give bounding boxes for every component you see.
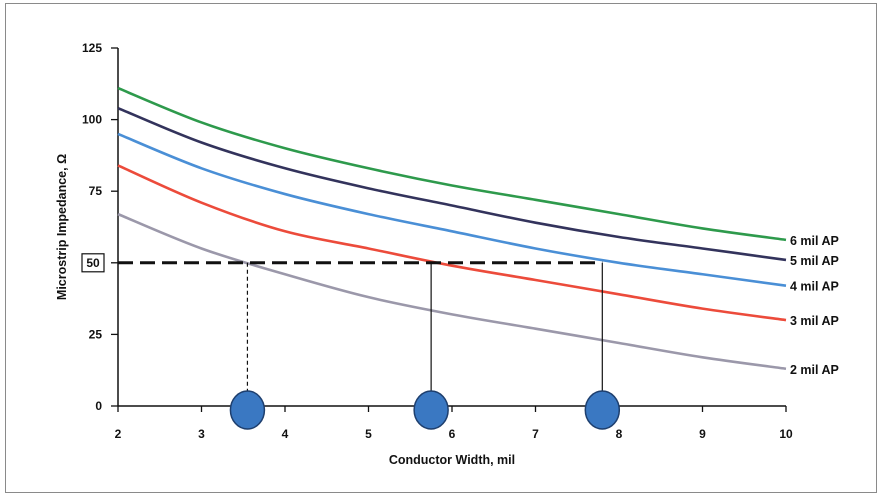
- y-tick-box: [81, 253, 105, 273]
- series-line: [117, 106, 787, 262]
- series-label: 4 mil AP: [790, 280, 839, 294]
- marker-circle: [584, 390, 621, 430]
- series-line: [117, 86, 787, 242]
- y-tick-label: 100: [82, 113, 102, 127]
- y-tick-label: 50: [86, 256, 100, 270]
- y-axis-label: Microstrip Impedance, Ω: [55, 154, 69, 300]
- marker-circle: [413, 390, 449, 430]
- series-label: 2 mil AP: [790, 363, 839, 377]
- x-tick-label: 2: [115, 427, 122, 441]
- y-tick-label: 75: [89, 184, 103, 198]
- series-label: 6 mil AP: [790, 234, 839, 248]
- reference-lines: [118, 261, 603, 409]
- y-ticks: 0 25 50 75 100 125: [81, 41, 118, 413]
- y-tick-label: 25: [89, 327, 103, 341]
- series-label: 3 mil AP: [790, 314, 839, 328]
- x-tick-label: 4: [282, 427, 289, 441]
- x-ticks: 2 3 4 5 6 7 8 9 10: [115, 406, 793, 441]
- series-lines: [117, 86, 787, 371]
- x-tick-label: 8: [616, 427, 623, 441]
- x-tick-label: 5: [365, 427, 372, 441]
- series-line: [117, 212, 787, 371]
- x-tick-label: 3: [198, 427, 205, 441]
- x-axis-label: Conductor Width, mil: [389, 453, 515, 467]
- marker-circle: [229, 390, 266, 430]
- series-line: [117, 164, 787, 322]
- x-tick-label: 10: [779, 427, 793, 441]
- series-label: 5 mil AP: [790, 254, 839, 268]
- series-labels: 6 mil AP 5 mil AP 4 mil AP 3 mil AP 2 mil AP: [790, 234, 839, 377]
- series-line: [117, 132, 787, 287]
- markers: [229, 390, 621, 430]
- x-tick-label: 9: [699, 427, 706, 441]
- y-tick-label: 0: [95, 399, 102, 413]
- y-tick-label: 125: [82, 41, 102, 55]
- x-tick-label: 7: [532, 427, 539, 441]
- x-tick-label: 6: [449, 427, 456, 441]
